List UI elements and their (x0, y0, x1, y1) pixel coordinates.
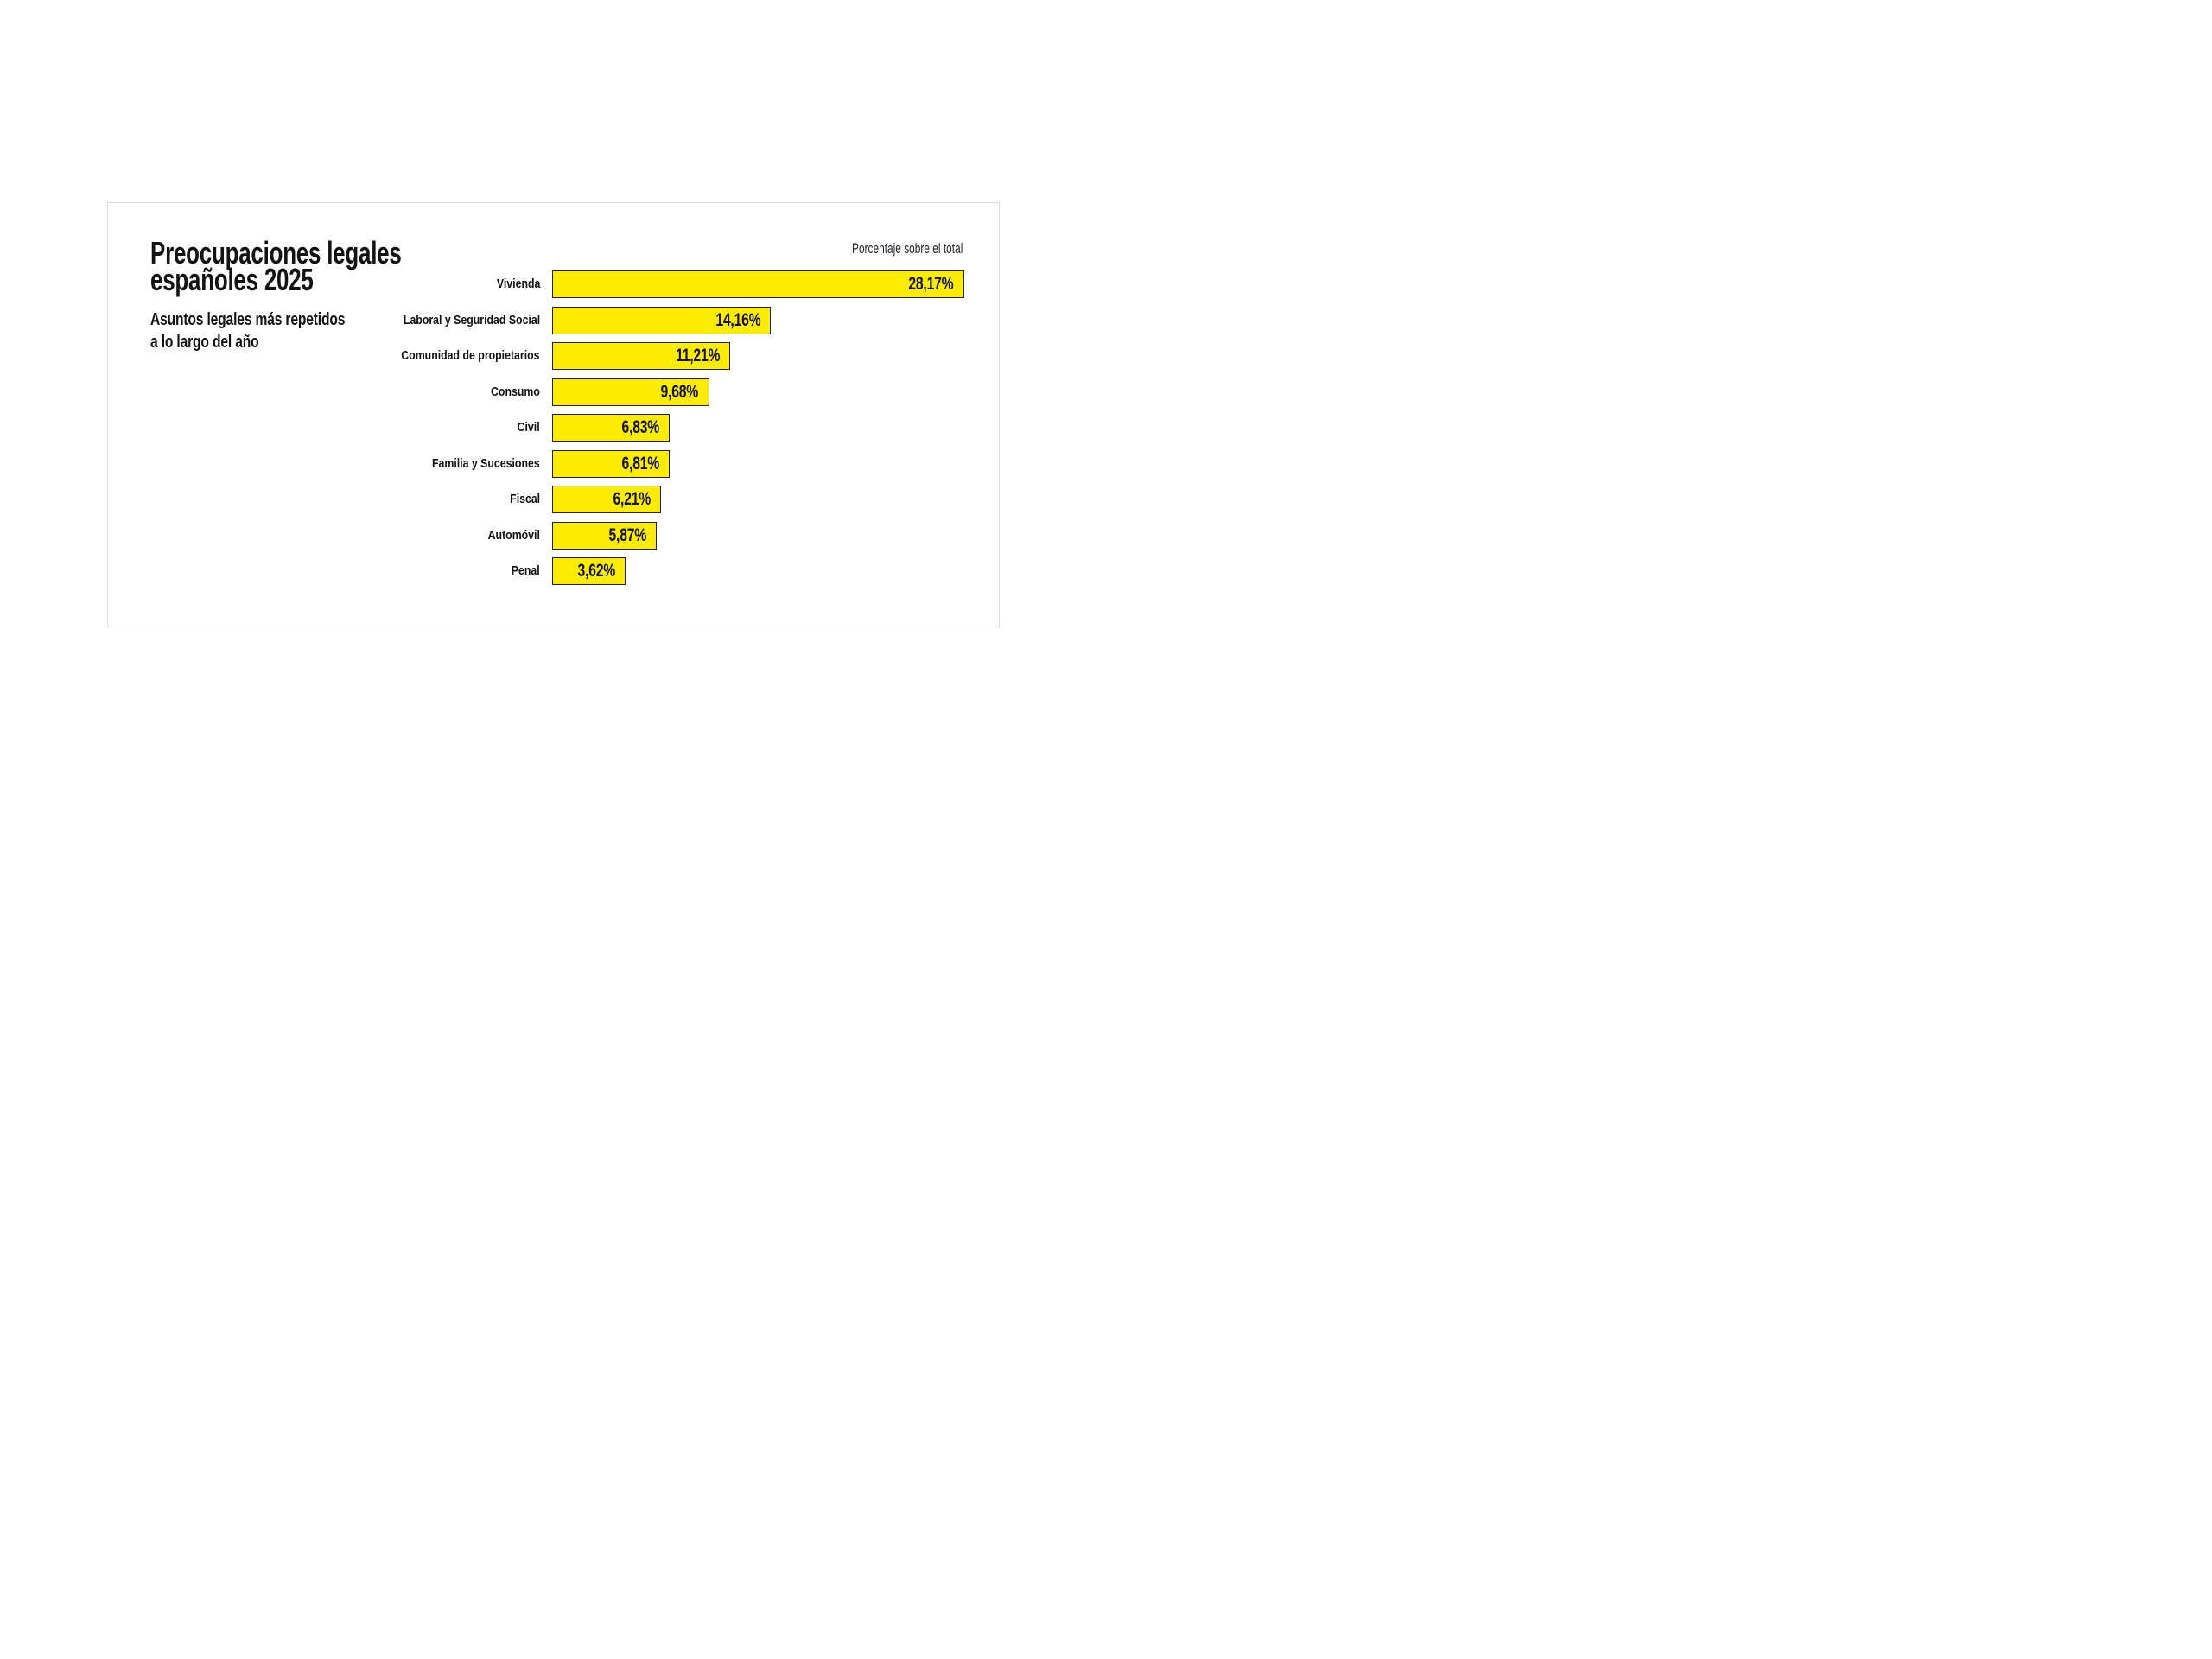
category-label-text: Consumo (491, 385, 540, 399)
chart-title-line: españoles 2025 (150, 262, 314, 297)
bar: 6,21% (552, 486, 662, 513)
chart-row: Penal 3,62% (108, 557, 999, 585)
category-label-text: Vivienda (496, 277, 540, 291)
bar-value-label: 11,21% (661, 343, 720, 368)
bar-value-text: 14,16% (715, 309, 760, 330)
chart-row: Civil 6,83% (108, 414, 999, 442)
bar: 6,81% (552, 449, 670, 478)
chart-row: Laboral y Seguridad Social 14,16% (108, 306, 999, 334)
category-label: Fiscal (108, 486, 540, 513)
bar: 28,17% (552, 270, 964, 298)
category-label-text: Penal (512, 564, 540, 578)
bar-value-label: 6,81% (609, 451, 659, 476)
category-label-text: Civil (517, 421, 540, 435)
bar: 14,16% (552, 306, 771, 334)
bar-value-label: 6,21% (601, 486, 652, 512)
bar-value-text: 28,17% (908, 274, 954, 294)
chart-row: Vivienda 28,17% (108, 270, 999, 298)
bar-value-label: 6,83% (609, 415, 659, 440)
category-label: Penal (108, 557, 540, 585)
category-label: Comunidad de propietarios (108, 342, 540, 370)
bar-value-label: 28,17% (893, 271, 954, 296)
bar: 9,68% (552, 378, 709, 406)
chart-title: Preocupaciones legales españoles 2025 (150, 235, 499, 297)
category-label-text: Comunidad de propietarios (401, 349, 540, 363)
bar: 6,83% (552, 414, 670, 442)
bar-value-label: 9,68% (648, 379, 699, 404)
category-label: Civil (108, 414, 540, 442)
chart-subtitle: Asuntos legales más repetidos a lo largo … (150, 308, 400, 353)
bar: 5,87% (552, 521, 657, 550)
category-label-text: Laboral y Seguridad Social (403, 313, 540, 327)
chart-title-line: Preocupaciones legales (150, 235, 402, 270)
bar: 3,62% (552, 557, 626, 585)
chart-subtitle-line: Asuntos legales más repetidos (150, 310, 346, 329)
chart-row: Comunidad de propietarios 11,21% (108, 342, 999, 370)
bar-value-label: 3,62% (565, 558, 615, 583)
category-label: Automóvil (108, 522, 540, 550)
chart-row: Consumo 9,68% (108, 378, 999, 406)
bar-value-text: 11,21% (675, 346, 720, 365)
chart-subtitle-line: a lo largo del año (150, 333, 259, 352)
chart-row: Automóvil 5,87% (108, 521, 999, 550)
chart-row: Fiscal 6,21% (108, 486, 999, 513)
category-label: Consumo (108, 378, 540, 406)
bar-value-label: 5,87% (596, 523, 646, 548)
category-label-text: Automóvil (487, 528, 540, 543)
category-label-text: Familia y Sucesiones (432, 456, 540, 471)
chart-row: Familia y Sucesiones 6,81% (108, 449, 999, 478)
bar-value-text: 6,21% (613, 489, 652, 509)
bar-value-text: 5,87% (608, 524, 646, 545)
value-axis-caption-text: Porcentaje sobre el total (851, 240, 963, 257)
bar-rows: Vivienda 28,17% Laboral y Seguridad Soci… (108, 203, 999, 626)
bar-value-text: 3,62% (577, 561, 615, 581)
bar-value-text: 9,68% (660, 381, 699, 402)
page: Preocupaciones legales españoles 2025 Asu… (0, 0, 1106, 830)
category-label: Familia y Sucesiones (108, 450, 540, 478)
bar-value-text: 6,81% (621, 453, 659, 474)
category-label: Vivienda (108, 270, 540, 298)
category-label-text: Fiscal (510, 493, 540, 506)
value-axis-caption: Porcentaje sobre el total (804, 239, 963, 258)
bar-value-label: 14,16% (701, 308, 760, 333)
bar: 11,21% (552, 342, 730, 370)
chart-card: Preocupaciones legales españoles 2025 Asu… (107, 202, 1000, 626)
bar-value-text: 6,83% (621, 417, 659, 437)
category-label: Laboral y Seguridad Social (108, 307, 540, 334)
